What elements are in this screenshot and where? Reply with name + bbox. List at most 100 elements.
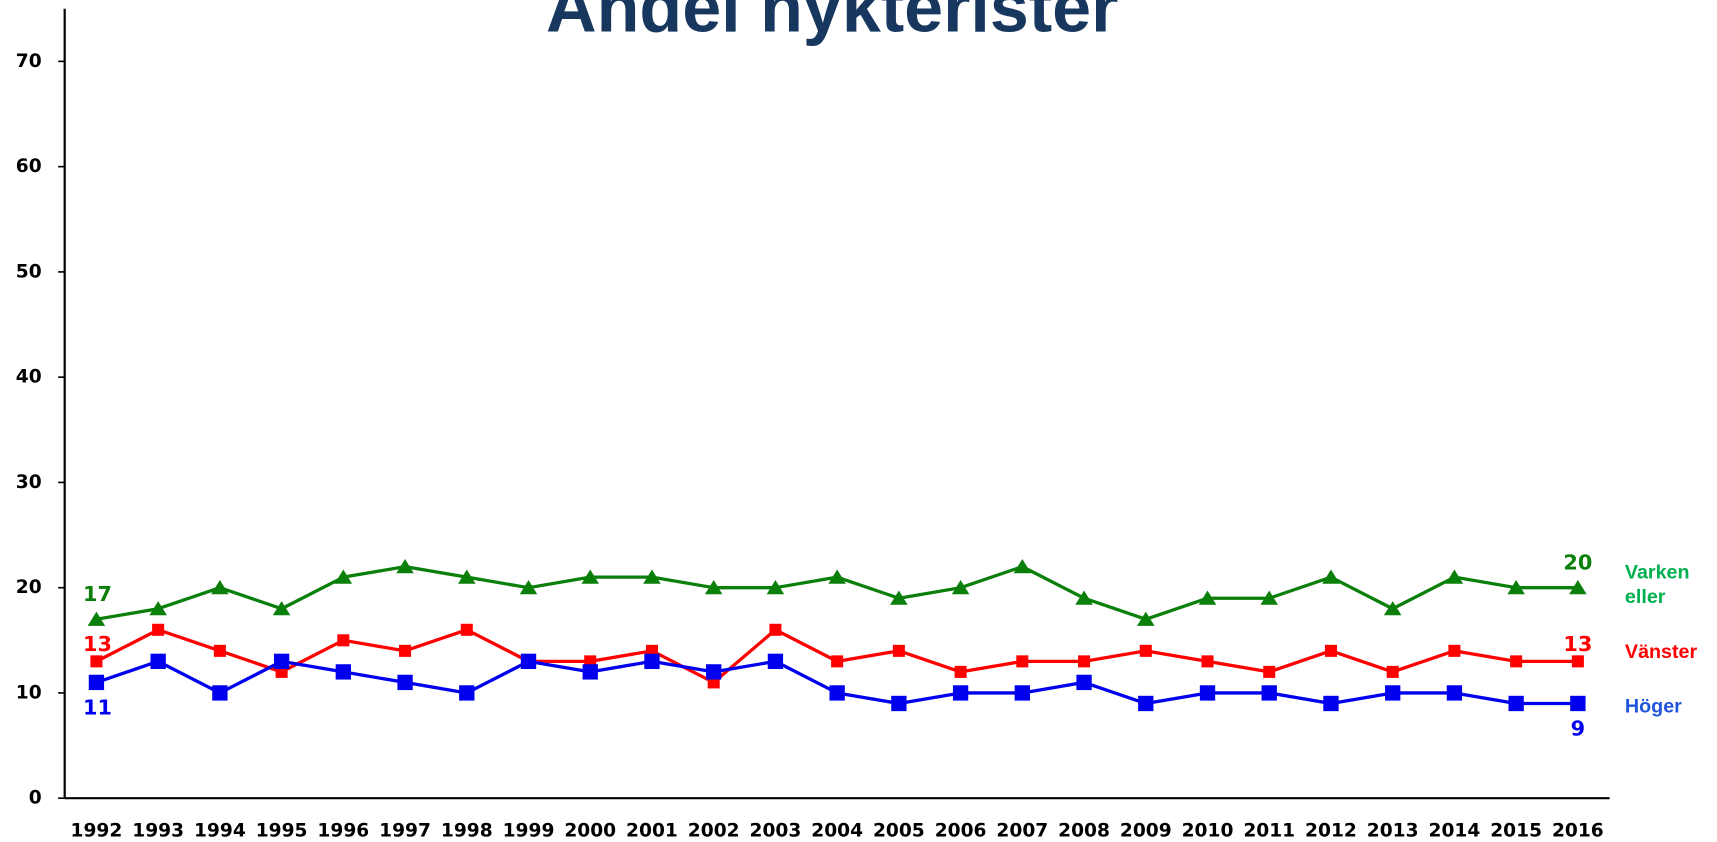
marker	[1261, 685, 1277, 701]
x-tick-label: 2014	[1429, 821, 1481, 842]
marker	[273, 653, 290, 670]
marker	[831, 655, 844, 668]
x-tick-label: 2003	[750, 821, 802, 842]
series-label: Vänster	[1625, 641, 1698, 663]
data-label: 9	[1571, 717, 1585, 741]
x-tick-label: 2002	[688, 821, 740, 842]
data-label: 11	[83, 696, 112, 720]
marker	[1016, 655, 1029, 668]
marker	[88, 674, 105, 691]
marker	[1383, 601, 1402, 616]
x-tick-label: 1995	[256, 821, 308, 842]
marker	[1385, 685, 1401, 701]
y-tick-label: 60	[16, 156, 42, 177]
marker	[1446, 685, 1463, 701]
marker	[1571, 655, 1584, 668]
marker	[1386, 665, 1399, 678]
series-label-line: eller	[1625, 586, 1666, 608]
marker	[1198, 590, 1217, 605]
data-label: 13	[1563, 632, 1592, 656]
marker	[1322, 569, 1340, 584]
marker	[1569, 580, 1587, 595]
marker	[396, 558, 414, 574]
y-tick-label: 0	[29, 788, 42, 809]
x-tick-label: 2005	[873, 821, 925, 842]
marker	[766, 580, 785, 595]
marker	[149, 601, 167, 616]
marker	[213, 644, 226, 657]
marker	[337, 634, 350, 647]
marker	[643, 569, 661, 584]
marker	[1076, 674, 1092, 691]
marker	[1445, 569, 1464, 584]
x-tick-label: 2006	[935, 821, 987, 842]
marker	[397, 674, 413, 691]
data-label: 17	[83, 582, 112, 606]
marker	[272, 601, 291, 616]
marker	[1013, 558, 1032, 574]
x-tick-label: 2007	[996, 821, 1048, 842]
series-label: Höger	[1625, 696, 1682, 718]
x-tick-label: 2012	[1305, 821, 1357, 842]
x-tick-label: 2004	[811, 821, 863, 842]
marker	[1323, 695, 1339, 712]
marker	[211, 580, 229, 595]
marker	[90, 655, 103, 668]
marker	[1263, 665, 1276, 678]
marker	[335, 664, 352, 680]
marker	[1014, 685, 1030, 701]
marker	[704, 580, 723, 595]
marker	[644, 653, 660, 670]
marker	[767, 653, 784, 670]
x-tick-label: 2015	[1490, 821, 1542, 842]
marker	[1075, 590, 1093, 605]
marker	[952, 685, 969, 701]
marker	[1137, 611, 1155, 626]
chart-title: Andel nykterister	[546, 0, 1118, 47]
x-tick-label: 2008	[1058, 821, 1110, 842]
y-tick-label: 10	[16, 682, 42, 703]
x-tick-label: 2001	[626, 821, 678, 842]
data-label: 20	[1563, 551, 1592, 575]
marker	[1448, 644, 1461, 657]
marker	[1139, 644, 1152, 657]
marker	[459, 685, 475, 701]
marker	[1201, 655, 1214, 668]
marker	[954, 665, 967, 678]
marker	[150, 653, 166, 670]
x-tick-label: 1994	[194, 821, 246, 842]
y-tick-label: 20	[16, 577, 42, 598]
marker	[892, 644, 905, 657]
marker	[1260, 590, 1278, 605]
x-tick-label: 1998	[441, 821, 493, 842]
marker	[458, 569, 476, 584]
series-label: Varken eller	[1625, 562, 1690, 608]
marker	[951, 580, 970, 595]
x-tick-label: 2000	[564, 821, 616, 842]
marker	[334, 569, 353, 584]
y-tick-label: 50	[16, 261, 42, 282]
x-tick-label: 1999	[503, 821, 555, 842]
x-tick-label: 1993	[132, 821, 184, 842]
marker	[828, 569, 846, 584]
marker	[890, 590, 908, 605]
marker	[1078, 655, 1091, 668]
x-tick-label: 2016	[1552, 821, 1604, 842]
marker	[1570, 695, 1586, 712]
data-label: 13	[83, 632, 112, 656]
marker	[460, 623, 473, 636]
marker	[212, 685, 228, 701]
y-tick-label: 30	[16, 472, 42, 493]
marker	[519, 580, 538, 595]
y-tick-label: 70	[16, 51, 42, 72]
marker	[582, 664, 598, 680]
marker	[829, 685, 845, 701]
series-label-line: Varken	[1625, 562, 1690, 584]
marker	[1199, 685, 1216, 701]
x-tick-label: 2010	[1182, 821, 1234, 842]
marker	[706, 664, 722, 680]
x-tick-label: 1992	[71, 821, 123, 842]
x-tick-label: 1996	[317, 821, 369, 842]
marker	[1324, 644, 1337, 657]
